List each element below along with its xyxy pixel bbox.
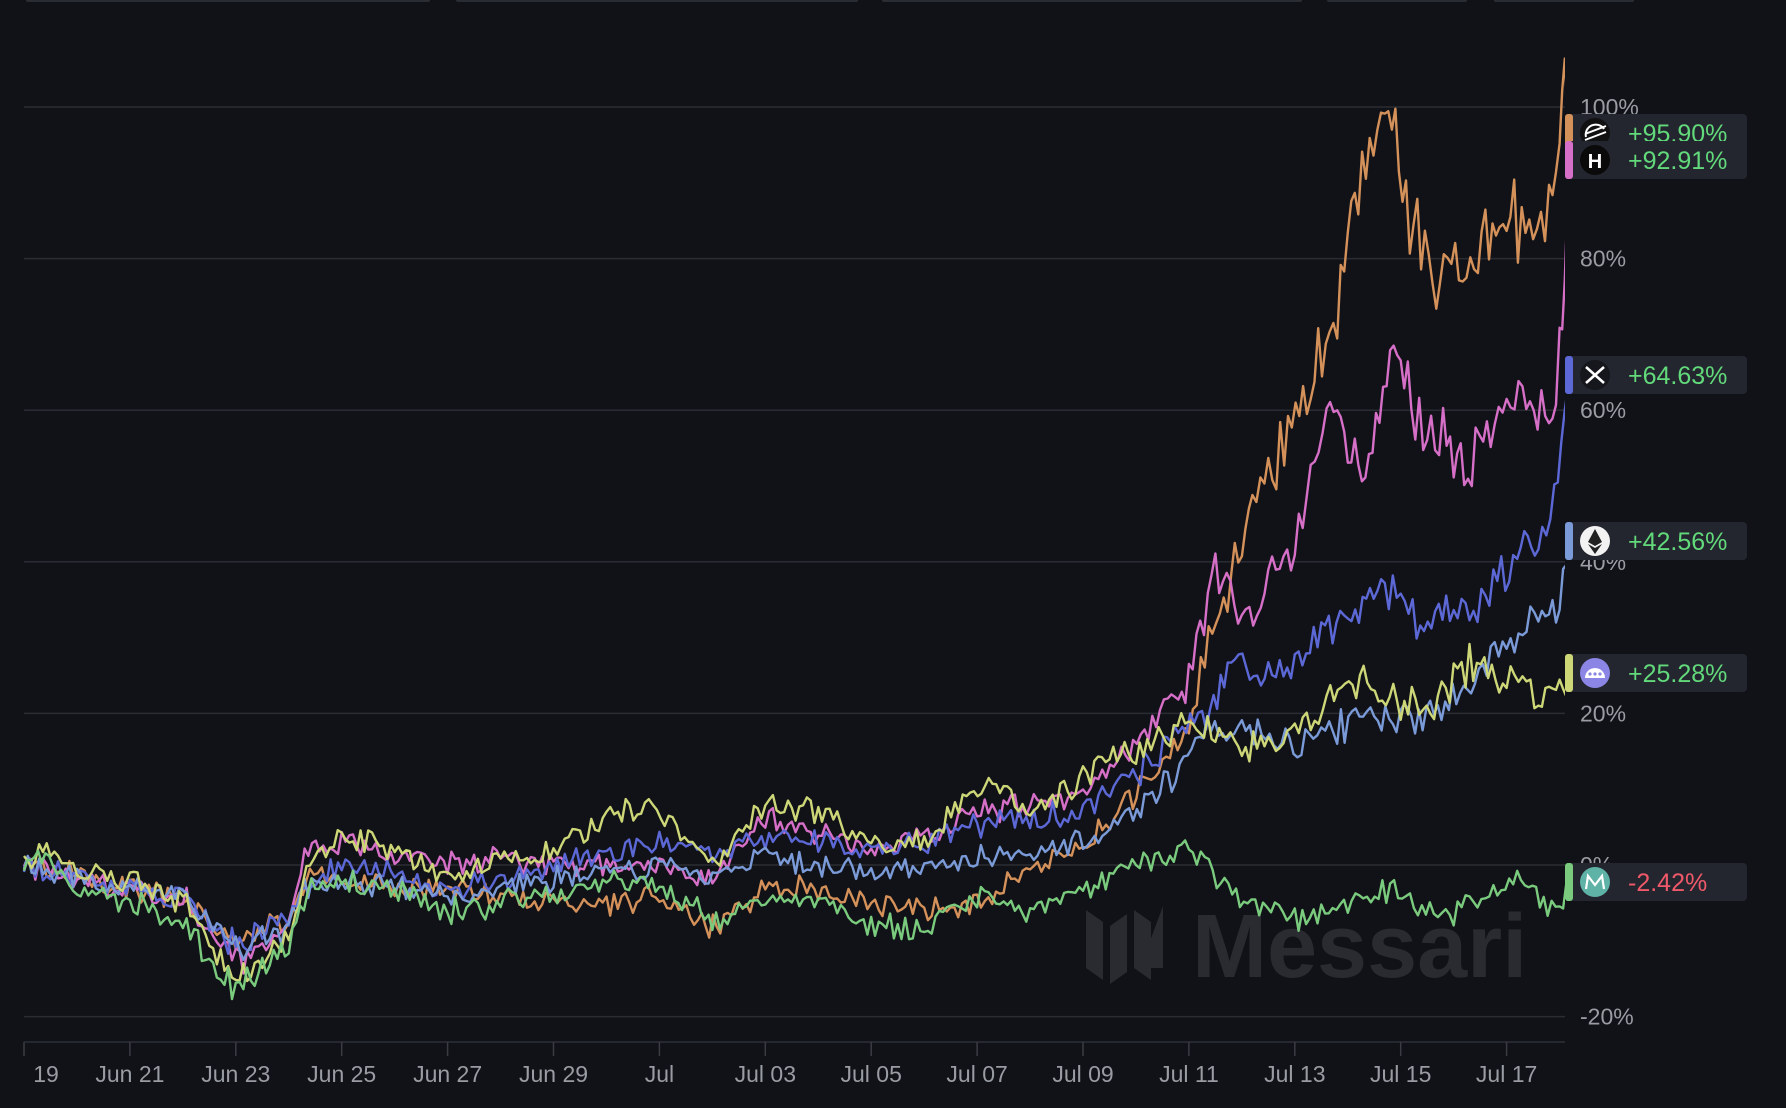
x-tick-label: Jul 03 (735, 1061, 796, 1087)
x-tick-label: Jun 29 (519, 1061, 588, 1087)
badge-value-label: +25.28% (1628, 660, 1727, 688)
value-badges: +95.90%H +92.91%+64.63%+42.56%+25.28%-2.4… (1565, 114, 1747, 901)
x-tick-label: 19 (33, 1061, 59, 1087)
stellar-icon (1580, 118, 1610, 148)
xrp-glyph (1585, 366, 1605, 384)
hedera-glyph: H (1588, 151, 1602, 173)
watermark-text: Messari (1192, 897, 1527, 997)
badge-value-label: +42.56% (1628, 528, 1727, 556)
badge-color-marker (1565, 141, 1573, 179)
badge-background (1565, 522, 1747, 560)
watermark: Messari (1086, 897, 1527, 997)
x-tick-label: Jul 07 (946, 1061, 1007, 1087)
cronos-dot (1598, 672, 1602, 676)
series-line (22, 839, 1565, 1001)
value-badge: +42.56% (1565, 522, 1747, 560)
badge-background (1565, 863, 1747, 901)
badge-background (1565, 654, 1747, 692)
x-tick-label: Jul 17 (1476, 1061, 1537, 1087)
top-tab-4[interactable] (1327, 0, 1467, 2)
value-badge: H +92.91% (1565, 141, 1747, 179)
y-tick-label: 80% (1580, 246, 1626, 272)
series-line (22, 239, 1565, 975)
top-tab-1[interactable] (26, 0, 430, 2)
top-tab-3[interactable] (882, 0, 1302, 2)
badge-background (1565, 356, 1747, 394)
grid-lines (24, 106, 1565, 1018)
ethereum-glyph (1588, 529, 1602, 546)
stellar-glyph (1584, 123, 1607, 141)
mantra-glyph (1584, 873, 1606, 890)
series-lines (22, 57, 1565, 1001)
value-badge: -2.42% (1565, 863, 1747, 901)
top-tab-5[interactable] (1494, 0, 1634, 2)
x-tick-label: Jun 25 (307, 1061, 376, 1087)
y-tick-label: 60% (1580, 397, 1626, 423)
x-tick-label: Jul 05 (841, 1061, 902, 1087)
x-tick-label: Jun 27 (413, 1061, 482, 1087)
badge-value-label: +64.63% (1628, 362, 1727, 390)
cronos-dot (1588, 672, 1592, 676)
x-tick-label: Jul 11 (1159, 1061, 1219, 1087)
value-badge: +25.28% (1565, 654, 1747, 692)
badge-color-marker (1565, 356, 1573, 394)
x-tick-label: Jun 23 (201, 1061, 270, 1087)
badge-value-label: -2.42% (1628, 869, 1707, 897)
x-tick-label: Jul (645, 1061, 674, 1087)
y-tick-label: 20% (1580, 700, 1626, 726)
badge-color-marker (1565, 863, 1573, 901)
hedera-icon (1580, 145, 1610, 175)
mantra-icon (1580, 867, 1610, 897)
messari-logo-icon (1086, 906, 1163, 984)
series-line (23, 642, 1565, 983)
series-line (22, 564, 1565, 961)
ethereum-glyph-lower (1588, 544, 1602, 554)
badge-color-marker (1565, 654, 1573, 692)
y-tick-label: -20% (1580, 1004, 1634, 1030)
x-tick-label: Jul 09 (1052, 1061, 1113, 1087)
series-line (22, 399, 1565, 955)
x-tick-label: Jun 21 (95, 1061, 164, 1087)
badge-background (1565, 141, 1747, 179)
value-badge: +64.63% (1565, 356, 1747, 394)
badge-value-label: +92.91% (1628, 147, 1727, 175)
x-tick-label: Jul 15 (1370, 1061, 1431, 1087)
top-tab-2[interactable] (456, 0, 858, 2)
x-tick-label: Jul 13 (1264, 1061, 1325, 1087)
cronos-dot (1593, 672, 1597, 676)
badge-color-marker (1565, 522, 1573, 560)
